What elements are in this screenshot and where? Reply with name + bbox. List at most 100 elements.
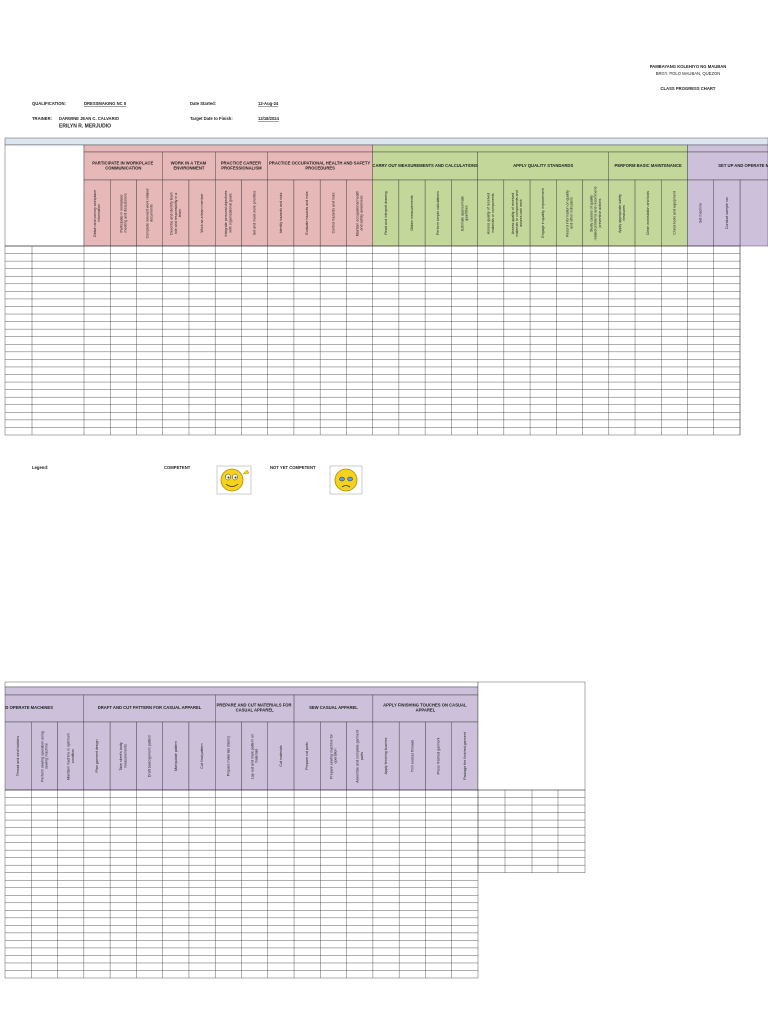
outcome-text: Integrate personal objectives with organ… [224,190,232,237]
outcome-label: Complete relevant work related documents [145,188,153,239]
outcome-text: Control hazards and risks [331,192,335,233]
outcome-cell [346,179,373,247]
outcome-label: Draft basic/generic pattern [147,735,151,777]
outcome-label: Maintain occupational health and safety … [355,190,363,237]
unit-header [267,151,373,181]
outcome-label: Trim excess threads [410,740,414,772]
qualification-label: QUALIFICATION: [32,101,66,106]
outcome-text: Obtain measurements [410,195,414,231]
trainer: ERILYN R. MERJUDIO [59,123,111,129]
outcome-text: Trim excess threads [410,740,414,772]
outcome-label: Record information on quality and other … [565,189,573,237]
outcome-label: Participate in workplace meeting and dis… [119,193,127,233]
outcome-text: Maintain machine in optimum condition [67,732,75,780]
outcome-text: Work as a team member [200,193,204,233]
outcome-cell [451,179,478,247]
outcome-text: Cut final pattern [200,743,204,768]
outcome-label: Work as a team member [200,193,204,233]
outcome-label: Perform simple calculations [436,191,440,235]
unit-title: APPLY FINISHING TOUCHES ON CASUAL APPARE… [383,703,468,713]
outcome-cell [188,721,216,791]
outcome-cell [136,179,163,247]
unit-title: WORK IN A TEAM ENVIRONMENT [171,161,208,171]
outcome-text: Conduct sample run [725,197,729,229]
outcome-label: Prepare cut parts [305,742,309,770]
outcome-text: Prepare cut parts [305,742,309,770]
unit-title: DRAFT AND CUT PATTERN FOR CASUAL APPAREL [98,705,202,710]
outcome-cell [293,721,321,791]
outcome-text: Complete relevant work related documents [145,188,153,239]
outcome-label: Prepare sewing machine for operation [329,733,337,779]
outcome-text: Press finished garment [437,738,441,775]
unit-header [214,151,268,181]
outcome-label: Assemble and complete garment parts [356,729,364,783]
outcome-label: Evaluate hazards and risks [305,191,309,234]
header-row [4,137,768,146]
outcome-cell [57,721,85,791]
outcome-cell [83,721,111,791]
legend-label: Legend: [32,465,48,470]
outcome-label: Engage in quality improvement [541,188,545,237]
unit-title: APPLY QUALITY STANDARDS [513,163,573,168]
outcome-label: Take client's body measurements [119,741,127,770]
outcome-cell [241,721,268,791]
outcome-label: Estimate approximate quantities [460,195,468,231]
outcome-text: Set machine [699,203,703,223]
unit-title: SET UP AND OPERATE MACHINES [718,163,768,168]
outcome-text: Study causes of quality related problems… [589,186,601,241]
header-fill [739,179,768,247]
date-started: 12-Aug-24 [258,101,279,106]
outcome-cell [83,179,111,247]
outcome-label: Clean workstation and tools [646,191,650,235]
outcome-text: Perform sewing operation using sewing ma… [40,730,48,782]
blank-row [4,681,479,688]
outcome-text: Clean workstation and tools [646,191,650,235]
trainer: DARWINE JEAN C. CALVARIO [59,116,120,121]
unit-title-clip: SET UP AND OPERATE MACHINES [5,705,53,710]
outcome-text: Set and meet work priorities [253,191,257,236]
outcome-cell [398,179,426,247]
unit-title: CARRY OUT MEASUREMENTS AND CALCULATIONS [372,163,478,168]
core-table: SET UP AND OPERATE MACHINES Thread and wi… [4,681,586,979]
outcome-cell [320,721,347,791]
outcome-text: Estimate approximate quantities [460,195,468,231]
outcome-cell [661,179,688,247]
remarks-header [477,681,586,791]
outcome-cell [713,179,741,247]
outcome-text: Cut materials [279,745,283,766]
outcome-cell [31,721,58,791]
legend-not-yet-competent: NOT YET COMPETENT [270,465,316,470]
group-header [372,144,688,153]
outcome-label: Manipulate pattern [174,741,178,771]
outcome-cell [687,179,714,247]
outcome-label: Read and interpret drawing [384,191,388,234]
date-started-label: Date Started: [190,101,216,106]
outcome-text: Assemble and complete garment parts [356,729,364,783]
unit-title: PREPARE AND CUT MATERIALS FOR CASUAL APP… [217,703,293,713]
outcome-label: Study causes of quality related problems… [589,186,601,241]
outcome-text: Prepare materials (fabric) [226,736,230,777]
outcome-text: Thread and wind bobbins [16,736,20,777]
unit-header [162,151,216,181]
names-header [4,144,85,247]
outcome-text: Perform simple calculations [436,191,440,235]
outcome-cell [372,721,400,791]
outcome-text: Apply finishing touches [384,737,388,774]
unit-header [83,694,216,723]
outcome-label: Obtain measurements [410,195,414,231]
outcome-text: Obtain and convey workplace information [93,189,101,237]
outcome-text: Lay out and mark pattern on materials [250,733,258,779]
outcome-label: Apply finishing touches [384,737,388,774]
outcome-text: Assess quality of received materials or … [511,189,523,236]
outcome-cell [162,179,190,247]
unit-title: SEW CASUAL APPAREL [309,705,358,710]
outcome-cell [188,179,216,247]
progress-table: PARTICIPATE IN WORKPLACE COMMUNICATION Ob… [4,137,768,436]
outcome-label: Maintain machine in optimum condition [67,732,75,780]
outcome-text: Identify hazards and risks [279,192,283,233]
outcome-text: Assess quality of received materials or … [487,192,495,235]
school-name: PAMBAYANG KOLEHIYO NG MAUBAN [650,64,727,69]
outcome-cell [477,179,505,247]
outcome-cell [136,721,163,791]
outcome-label: Check tools and equipment [672,191,676,235]
